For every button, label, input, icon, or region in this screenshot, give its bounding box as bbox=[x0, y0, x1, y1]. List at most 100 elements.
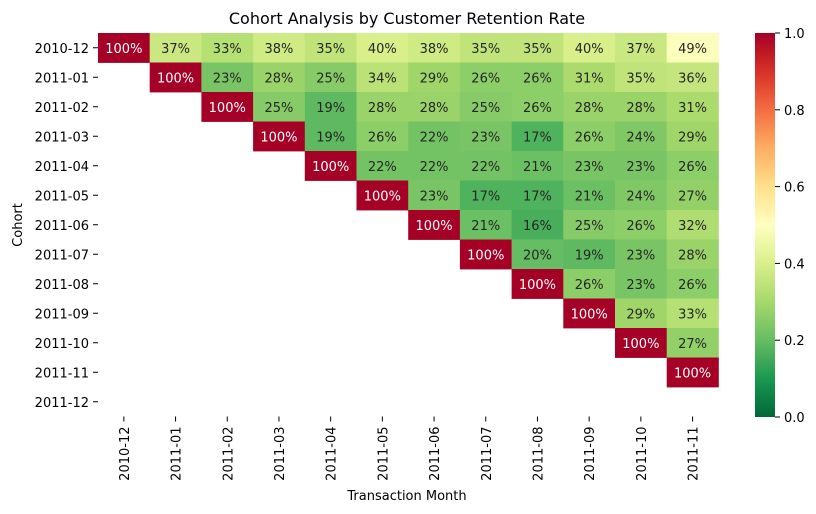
heatmap-cell bbox=[563, 180, 616, 211]
cell-value-label: 26% bbox=[626, 219, 655, 234]
heatmap-cell bbox=[356, 33, 409, 63]
heatmap-cell bbox=[356, 62, 409, 93]
cell-value-label: 27% bbox=[678, 337, 707, 352]
cell-value-label: 100% bbox=[105, 42, 142, 57]
x-tick-label: 2010-12 bbox=[118, 427, 133, 481]
heatmap-cell bbox=[511, 92, 564, 122]
cell-value-label: 26% bbox=[678, 278, 707, 293]
cell-value-label: 38% bbox=[264, 42, 293, 57]
cell-value-label: 29% bbox=[678, 130, 707, 145]
heatmap-cell bbox=[511, 33, 564, 63]
heatmap-cell bbox=[666, 239, 719, 270]
heatmap-cell bbox=[563, 121, 616, 152]
heatmap-cell bbox=[563, 210, 616, 240]
cell-value-label: 26% bbox=[368, 130, 397, 145]
heatmap-cell bbox=[408, 210, 461, 240]
colorbar-tick-label: 0.0 bbox=[784, 411, 805, 426]
heatmap-cell bbox=[666, 298, 719, 329]
heatmap-cell bbox=[511, 239, 564, 270]
heatmap-cell bbox=[201, 33, 254, 63]
heatmap-cell bbox=[253, 33, 306, 63]
heatmap-cell bbox=[408, 121, 461, 152]
y-tick-label: 2011-11 bbox=[35, 366, 89, 381]
heatmap-cell bbox=[201, 92, 254, 122]
x-axis-label: Transaction Month bbox=[346, 489, 466, 504]
heatmap-cell bbox=[615, 151, 668, 181]
heatmap-cell bbox=[615, 33, 668, 63]
heatmap-cell bbox=[511, 121, 564, 152]
cell-value-label: 28% bbox=[420, 101, 449, 116]
heatmap-cell bbox=[304, 121, 357, 152]
x-tick-label: 2011-10 bbox=[635, 427, 650, 481]
cell-value-label: 26% bbox=[575, 278, 604, 293]
heatmap-cell bbox=[408, 92, 461, 122]
heatmap-cell bbox=[304, 92, 357, 122]
x-tick-label: 2011-07 bbox=[480, 427, 495, 481]
heatmap-cell bbox=[666, 33, 719, 63]
cell-value-label: 35% bbox=[523, 42, 552, 57]
heatmap-cell bbox=[408, 180, 461, 211]
cell-value-label: 38% bbox=[420, 42, 449, 57]
cell-value-label: 23% bbox=[213, 71, 242, 86]
colorbar-ticks: 0.0 0.2 0.4 0.6 0.8 1.0 bbox=[775, 27, 805, 426]
heatmap-cell bbox=[356, 121, 409, 152]
cell-value-label: 100% bbox=[467, 248, 504, 263]
y-tick-label: 2011-02 bbox=[35, 101, 89, 116]
heatmap-cell bbox=[666, 269, 719, 299]
colorbar-tick-label: 0.6 bbox=[784, 181, 805, 196]
heatmap-cell bbox=[459, 151, 512, 181]
heatmap-cell bbox=[459, 62, 512, 93]
cell-value-label: 21% bbox=[471, 219, 500, 234]
heatmap-cell bbox=[408, 33, 461, 63]
heatmap-cell bbox=[149, 33, 202, 63]
y-tick-label: 2011-04 bbox=[35, 160, 89, 175]
heatmap-cell bbox=[615, 298, 668, 329]
x-tick-label: 2011-11 bbox=[687, 427, 702, 481]
heatmap-cell bbox=[408, 62, 461, 93]
cell-value-label: 35% bbox=[626, 71, 655, 86]
cell-value-label: 100% bbox=[519, 278, 556, 293]
cell-value-label: 28% bbox=[626, 101, 655, 116]
cell-value-label: 26% bbox=[575, 130, 604, 145]
cell-value-label: 40% bbox=[368, 42, 397, 57]
cell-value-label: 21% bbox=[523, 160, 552, 175]
heatmap-cell bbox=[563, 239, 616, 270]
heatmap-cell bbox=[356, 151, 409, 181]
heatmap-cell bbox=[666, 328, 719, 358]
heatmap-cell bbox=[511, 269, 564, 299]
cell-value-label: 49% bbox=[678, 42, 707, 57]
x-tick-label: 2011-04 bbox=[325, 427, 340, 481]
cell-value-label: 28% bbox=[368, 101, 397, 116]
heatmap-cell bbox=[563, 298, 616, 329]
heatmap-cell bbox=[563, 33, 616, 63]
heatmap-cell bbox=[356, 180, 409, 211]
cell-value-label: 22% bbox=[368, 160, 397, 175]
cell-value-label: 35% bbox=[471, 42, 500, 57]
heatmap-cell bbox=[615, 210, 668, 240]
cell-value-label: 17% bbox=[471, 189, 500, 204]
heatmap-cell bbox=[459, 121, 512, 152]
heatmap-cell bbox=[253, 62, 306, 93]
heatmap-cell bbox=[666, 121, 719, 152]
cell-value-label: 36% bbox=[678, 71, 707, 86]
cell-value-label: 25% bbox=[575, 219, 604, 234]
cell-value-label: 23% bbox=[471, 130, 500, 145]
heatmap-cell bbox=[459, 92, 512, 122]
heatmap-cell bbox=[356, 92, 409, 122]
heatmap-cell bbox=[666, 62, 719, 93]
heatmap-cell bbox=[563, 62, 616, 93]
cell-value-label: 100% bbox=[157, 71, 194, 86]
cell-value-label: 27% bbox=[678, 189, 707, 204]
heatmap-cell bbox=[459, 210, 512, 240]
cell-value-label: 22% bbox=[471, 160, 500, 175]
y-tick-label: 2011-07 bbox=[35, 248, 89, 263]
cell-value-label: 40% bbox=[575, 42, 604, 57]
cell-value-label: 24% bbox=[626, 189, 655, 204]
heatmap-cell bbox=[666, 210, 719, 240]
y-tick-label: 2011-06 bbox=[35, 219, 89, 234]
heatmap-cell bbox=[666, 180, 719, 211]
heatmap-cell bbox=[253, 92, 306, 122]
cell-value-label: 23% bbox=[626, 160, 655, 175]
cell-value-label: 100% bbox=[312, 160, 349, 175]
cell-value-label: 100% bbox=[415, 219, 452, 234]
